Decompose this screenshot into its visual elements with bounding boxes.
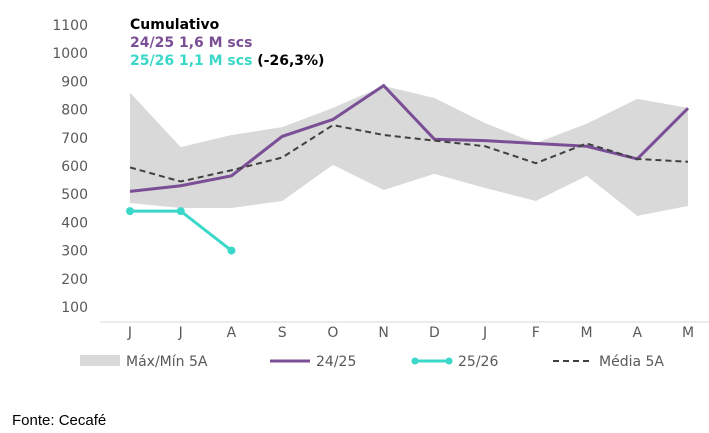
legend-marker: [445, 357, 453, 365]
x-tick-label: J: [127, 325, 132, 341]
legend-label: 25/26: [458, 354, 498, 370]
y-tick-label: 900: [61, 74, 88, 90]
series-line-24-25: [129, 83, 690, 193]
legend-label: 24/25: [316, 354, 356, 370]
x-tick-label: S: [278, 325, 287, 341]
x-tick-label: N: [378, 325, 388, 341]
legend-swatch-band: [80, 355, 120, 366]
y-tick-label: 600: [61, 159, 88, 175]
y-tick-label: 100: [61, 300, 88, 316]
subtitle-2526-value: 25/26 1,1 M scs: [130, 53, 253, 69]
series-marker: [227, 246, 236, 255]
legend-label: Média 5A: [599, 354, 664, 370]
subtitle-2526: 25/26 1,1 M scs (-26,3%): [130, 52, 324, 70]
series-marker: [176, 207, 185, 216]
series-marker: [126, 207, 134, 216]
x-tick-label: O: [327, 325, 338, 341]
series-line-25-26: [130, 209, 233, 252]
series-line-M-dia-5A: [129, 124, 689, 183]
x-tick-label: J: [178, 325, 183, 341]
x-tick-label: A: [633, 325, 643, 341]
y-tick-label: 300: [61, 244, 88, 260]
y-tick-label: 1000: [52, 46, 88, 62]
y-tick-label: 1100: [52, 18, 88, 34]
chart-title: Cumulativo: [130, 17, 220, 33]
subtitle-2425: 24/25 1,6 M scs: [130, 35, 253, 51]
x-tick-label: F: [532, 325, 540, 341]
y-tick-label: 700: [61, 131, 88, 147]
chart-title-block: Cumulativo 24/25 1,6 M scs 25/26 1,1 M s…: [130, 16, 324, 70]
y-tick-label: 800: [61, 103, 88, 119]
x-tick-label: M: [682, 325, 694, 341]
x-tick-label: A: [227, 325, 237, 341]
y-tick-label: 400: [61, 215, 88, 231]
band-max-min: [130, 85, 689, 216]
legend-label: Máx/Mín 5A: [126, 354, 208, 370]
y-tick-label: 500: [61, 187, 88, 203]
source-note: Fonte: Cecafé: [12, 412, 107, 429]
y-tick-label: 200: [61, 272, 88, 288]
x-tick-label: D: [429, 325, 440, 341]
x-tick-label: M: [581, 325, 593, 341]
x-tick-label: J: [482, 325, 487, 341]
legend-marker: [411, 357, 419, 365]
subtitle-2526-change: (-26,3%): [257, 53, 325, 69]
